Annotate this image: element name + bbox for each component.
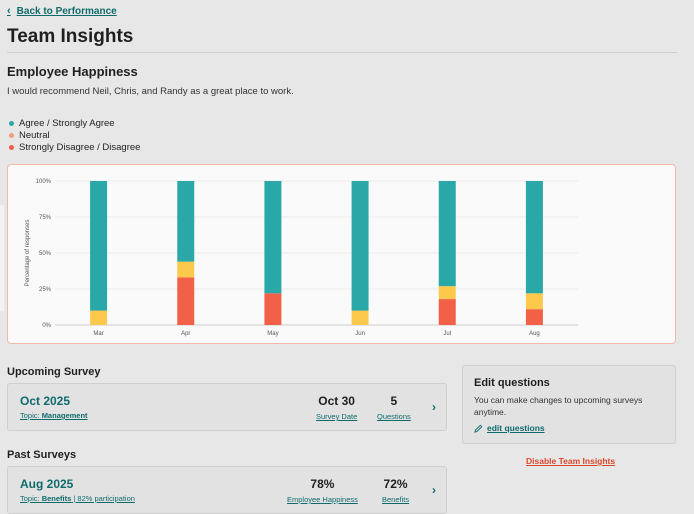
- title-divider: [7, 52, 677, 53]
- x-tick-label: Aug: [529, 331, 540, 337]
- upcoming-survey-date: Oct 2025: [20, 394, 71, 408]
- edit-questions-description: You can make changes to upcoming surveys…: [474, 395, 643, 417]
- legend-item-neutral: Neutral: [9, 129, 140, 141]
- x-tick-label: Apr: [181, 331, 190, 337]
- survey-question: I would recommend Neil, Chris, and Randy…: [7, 86, 294, 97]
- chevron-right-icon[interactable]: ›: [432, 483, 436, 497]
- y-axis-label: Percentage of responses: [25, 220, 31, 287]
- back-link-label: Back to Performance: [16, 5, 117, 17]
- y-tick-label: 0%: [42, 323, 51, 329]
- survey-date-label[interactable]: Survey Date: [316, 412, 358, 421]
- employee-happiness-stat: 78% Employee Happiness: [287, 477, 358, 504]
- x-tick-label: May: [267, 331, 278, 337]
- past-survey-topic[interactable]: Topic: Benefits | 82% participation: [20, 494, 135, 503]
- bar-segment: [438, 286, 456, 300]
- y-tick-label: 75%: [39, 215, 52, 221]
- topic-name: Benefits: [41, 494, 72, 503]
- legend-label: Agree / Strongly Agree: [19, 117, 115, 129]
- upcoming-survey-card[interactable]: Oct 2025 Topic: Management Oct 30 Survey…: [7, 383, 447, 431]
- bar-segment: [264, 293, 282, 325]
- edit-questions-title: Edit questions: [474, 377, 550, 389]
- back-to-performance-link[interactable]: ‹ Back to Performance: [7, 5, 117, 17]
- y-tick-label: 25%: [39, 287, 52, 293]
- legend-item-agree: Agree / Strongly Agree: [9, 117, 140, 129]
- chart-legend: Agree / Strongly Agree Neutral Strongly …: [9, 117, 140, 153]
- legend-label: Strongly Disagree / Disagree: [19, 141, 141, 153]
- bar-segment: [525, 293, 543, 310]
- bar-segment: [351, 181, 369, 311]
- y-tick-label: 100%: [36, 179, 52, 185]
- bar-segment: [90, 310, 108, 325]
- agree-dot-icon: [9, 120, 14, 126]
- y-tick-label: 50%: [39, 251, 52, 257]
- edit-questions-card: Edit questions You can make changes to u…: [462, 365, 676, 444]
- legend-label: Neutral: [19, 129, 50, 141]
- past-surveys-title: Past Surveys: [7, 449, 77, 461]
- bar-segment: [177, 277, 195, 325]
- neutral-dot-icon: [9, 132, 14, 138]
- benefits-label[interactable]: Benefits: [382, 495, 410, 504]
- chevron-left-icon: ‹: [7, 5, 11, 17]
- bar-segment: [264, 181, 282, 294]
- page-title: Team Insights: [7, 26, 134, 47]
- edit-questions-link[interactable]: edit questions: [474, 423, 545, 433]
- happiness-chart-card: 0% 25% 50% 75% 100% Percentage of responses Ma…: [7, 164, 676, 344]
- x-tick-label: Jun: [355, 331, 365, 337]
- upcoming-survey-topic[interactable]: Topic: Management: [20, 411, 88, 420]
- disable-team-insights-link[interactable]: Disable Team Insights: [526, 456, 616, 466]
- legend-item-disagree: Strongly Disagree / Disagree: [9, 141, 140, 153]
- x-tick-label: Mar: [93, 331, 103, 337]
- participation-text: | 82% participation: [71, 494, 135, 503]
- topic-prefix: Topic:: [20, 411, 42, 420]
- past-survey-date: Aug 2025: [20, 477, 74, 491]
- side-handle: [0, 205, 4, 311]
- survey-date-value: Oct 30: [318, 394, 355, 408]
- bar-segment: [177, 181, 195, 262]
- survey-date-stat: Oct 30 Survey Date: [316, 394, 357, 421]
- bar-segment: [438, 299, 456, 325]
- bar-segment: [351, 310, 369, 325]
- questions-label[interactable]: Questions: [377, 412, 411, 421]
- employee-happiness-label[interactable]: Employee Happiness: [287, 495, 358, 504]
- bar-segment: [525, 181, 543, 294]
- past-survey-card[interactable]: Aug 2025 Topic: Benefits | 82% participa…: [7, 466, 447, 514]
- upcoming-survey-title: Upcoming Survey: [7, 366, 101, 378]
- chevron-right-icon[interactable]: ›: [432, 400, 436, 414]
- bar-segment: [438, 181, 456, 287]
- questions-value: 5: [390, 394, 398, 408]
- benefits-value: 72%: [383, 477, 408, 491]
- happiness-stacked-bar-chart: 0% 25% 50% 75% 100% Percentage of responses Ma…: [25, 179, 578, 337]
- bar-segment: [90, 181, 108, 311]
- benefits-stat: 72% Benefits: [382, 477, 409, 504]
- edit-questions-link-label: edit questions: [487, 423, 545, 433]
- employee-happiness-value: 78%: [310, 477, 335, 491]
- pencil-icon: [474, 424, 483, 433]
- topic-name: Management: [41, 411, 88, 420]
- topic-prefix: Topic:: [20, 494, 42, 503]
- bar-segment: [525, 309, 543, 325]
- x-tick-label: Jul: [443, 331, 451, 337]
- disagree-dot-icon: [9, 144, 14, 150]
- bar-segment: [177, 261, 195, 278]
- happiness-title: Employee Happiness: [7, 64, 138, 79]
- questions-stat: 5 Questions: [377, 394, 411, 421]
